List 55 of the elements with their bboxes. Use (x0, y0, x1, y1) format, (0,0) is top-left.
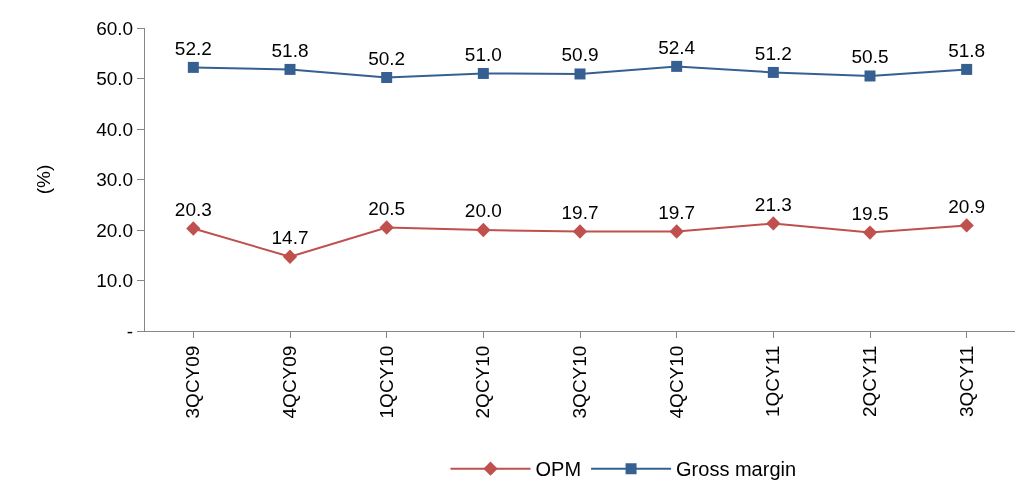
y-tick-label: 10.0 (96, 270, 134, 292)
data-label: 50.5 (851, 46, 889, 68)
point (767, 66, 779, 78)
point (187, 61, 199, 73)
point (284, 63, 296, 75)
x-tick-label: 3QCY11 (955, 345, 977, 418)
x-tick-label: 1QCY10 (375, 345, 397, 419)
data-label: 51.2 (754, 42, 792, 64)
point (671, 60, 683, 72)
data-label: 20.0 (464, 200, 502, 222)
point (862, 225, 878, 240)
y-tick-label: 30.0 (96, 169, 134, 191)
y-tick-label: 50.0 (96, 68, 134, 90)
data-label: 51.8 (271, 39, 309, 61)
y-axis-title: (%) (33, 164, 55, 195)
x-tick-label: 4QCY09 (279, 345, 301, 419)
x-tick-label: 3QCY10 (569, 345, 591, 419)
data-label: 20.9 (948, 195, 986, 217)
legend-label: OPM (535, 458, 582, 481)
data-label: 19.7 (658, 201, 696, 223)
x-tick-label: 1QCY11 (762, 345, 784, 418)
point (186, 221, 201, 236)
data-label: 51.8 (948, 39, 986, 61)
point (476, 222, 491, 238)
point (572, 224, 588, 239)
data-label: 20.3 (174, 198, 212, 220)
legend-label: Gross margin (676, 458, 797, 481)
y-tick-label: 40.0 (96, 118, 134, 140)
point (381, 71, 393, 83)
x-tick-label: 2QCY11 (859, 345, 881, 418)
data-label: 20.5 (368, 197, 406, 219)
data-label: 14.7 (271, 227, 309, 249)
point (574, 68, 586, 80)
point (669, 224, 684, 239)
point (477, 67, 489, 79)
data-label: 51.0 (464, 43, 502, 65)
point (959, 218, 974, 233)
y-tick-label: 60.0 (96, 17, 134, 39)
x-tick-label: 2QCY10 (472, 345, 494, 419)
data-label: 19.7 (561, 201, 599, 223)
point (864, 70, 876, 82)
point (379, 220, 394, 235)
data-label: 52.2 (174, 37, 212, 59)
data-label: 19.5 (851, 202, 889, 224)
x-tick-label: 4QCY10 (665, 345, 687, 419)
point (766, 216, 781, 231)
data-label: 21.3 (754, 193, 792, 215)
data-label: 50.9 (561, 44, 599, 66)
y-tick-label: 20.0 (96, 219, 134, 241)
data-label: 50.2 (368, 47, 406, 69)
y-tick-label: - (126, 320, 134, 342)
data-label: 52.4 (658, 36, 696, 58)
x-tick-label: 3QCY09 (182, 345, 204, 419)
point (961, 63, 973, 75)
point (282, 249, 298, 264)
